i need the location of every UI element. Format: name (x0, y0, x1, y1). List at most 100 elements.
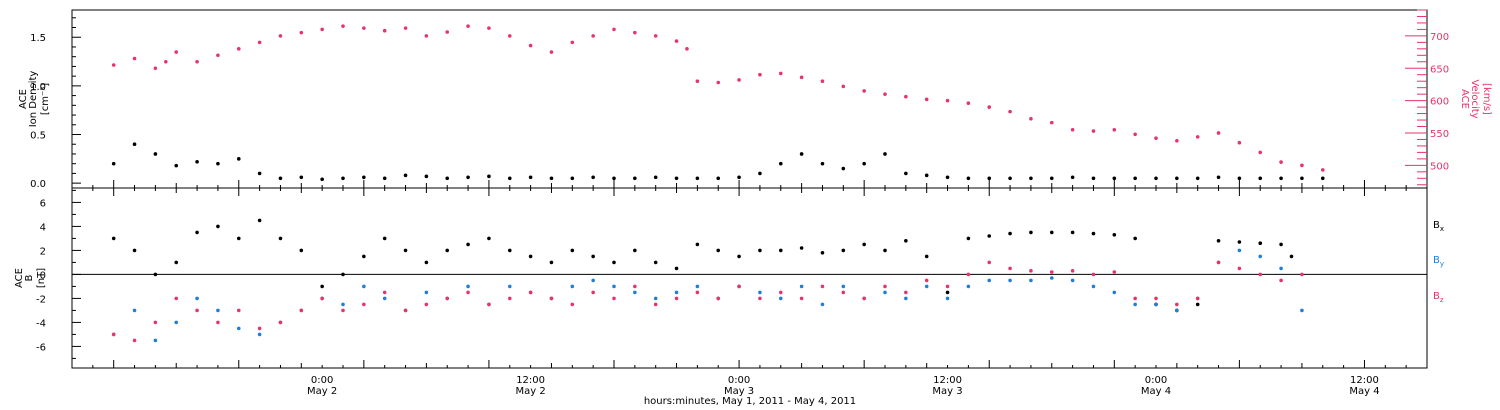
density-point (216, 161, 220, 166)
bx-point (612, 260, 616, 265)
bz-point (820, 284, 825, 289)
by-point (362, 284, 366, 289)
density-point (174, 163, 179, 168)
top-left-axis: 0.0 0.5 1.0 1.5 (30, 17, 81, 190)
density-point (1029, 176, 1033, 181)
bottom-ylabel-line1: ACE (14, 268, 25, 288)
y-tick-label: -2 (36, 294, 46, 305)
velocity-point (362, 26, 366, 30)
velocity-point (612, 27, 616, 32)
bottom-ylabel-line2: B (24, 274, 35, 281)
density-point (111, 161, 116, 166)
by-point (1029, 278, 1033, 283)
bz-point (1195, 296, 1200, 301)
velocity-point (987, 105, 992, 109)
density-point (466, 175, 470, 180)
density-point (612, 176, 616, 181)
bx-point (1258, 241, 1263, 245)
bx-point (862, 242, 866, 247)
y2-tick-label: 550 (1430, 129, 1449, 140)
y2-tick-label: 650 (1430, 64, 1449, 75)
bz-point (1216, 260, 1221, 265)
by-point (174, 320, 179, 325)
bz-point (549, 296, 554, 301)
bottom-left-axis: -6 -4 -2 0 2 4 6 (36, 189, 81, 359)
bottom-ylabel-unit: [nT] (36, 268, 47, 288)
bx-point (674, 266, 679, 271)
by-point (1091, 284, 1096, 289)
density-point (862, 161, 866, 166)
density-point (507, 176, 512, 181)
bz-point (487, 302, 491, 307)
by-point (1133, 302, 1137, 307)
by-point (945, 296, 950, 301)
by-point (758, 290, 762, 295)
velocity-point (236, 47, 241, 51)
velocity-point (841, 84, 846, 89)
y-tick-label: 4 (40, 222, 46, 233)
bz-point (236, 308, 241, 313)
bx-point (362, 254, 366, 259)
by-point (966, 284, 971, 289)
velocity-point (424, 34, 429, 38)
density-point (320, 177, 324, 182)
by-point (1154, 302, 1158, 307)
density-point (1258, 176, 1263, 181)
bx-point (236, 236, 241, 241)
velocity-point (674, 39, 679, 43)
y-tick-label: 0 (40, 270, 46, 281)
velocity-point (466, 24, 470, 28)
velocity-point (382, 28, 387, 33)
bottom-panel: -6 -4 -2 0 2 4 6 ACE B [nT] Bx By Bz (14, 187, 1444, 369)
top-y2label-line1: ACE (1459, 89, 1470, 109)
bx-point (403, 248, 408, 253)
density-point (1133, 176, 1137, 181)
x-tick-label-time: 12:00 (933, 375, 962, 386)
density-point (1216, 175, 1221, 180)
bx-point (320, 284, 324, 289)
bz-point (1029, 269, 1033, 273)
y-tick-label: 0.5 (30, 131, 46, 142)
velocity-point (1258, 150, 1263, 155)
by-point (612, 284, 616, 289)
density-point (1008, 176, 1012, 181)
density-point (841, 166, 846, 171)
bz-point (987, 260, 992, 265)
bx-point (945, 290, 950, 295)
bx-point (132, 248, 137, 253)
by-point (1049, 276, 1054, 280)
bz-point (966, 272, 971, 277)
bx-point (841, 248, 846, 253)
velocity-point (164, 59, 168, 64)
top-y2label-unit: [km/s] (1481, 83, 1492, 115)
bx-point (174, 260, 179, 265)
density-point (1091, 176, 1096, 181)
density-point (758, 171, 762, 176)
by-point (507, 284, 512, 289)
density-point (883, 152, 887, 156)
density-point (799, 152, 804, 156)
x-tick-label-date: May 4 (1141, 386, 1171, 397)
velocity-point (966, 101, 971, 106)
bz-point (1279, 278, 1283, 283)
top-panel: 0.0 0.5 1.0 1.5 500 550 600 650 700 ACE Ion Den… (18, 9, 1492, 190)
bz-point (195, 308, 199, 313)
velocity-point (341, 24, 345, 28)
x-tick-label-time: 0:00 (1145, 375, 1167, 386)
velocity-point (778, 71, 783, 76)
bx-point (445, 248, 450, 253)
velocity-point (1300, 163, 1304, 168)
legend-bx: Bx (1433, 220, 1444, 233)
bx-point (924, 254, 929, 259)
bz-point (945, 284, 950, 289)
x-tick-label-date: May 2 (307, 386, 337, 397)
bx-point (382, 236, 387, 241)
bz-point (1133, 296, 1137, 301)
bx-point (1049, 230, 1054, 235)
bz-point (716, 296, 721, 301)
bz-point (403, 308, 408, 313)
bx-point (153, 272, 158, 277)
velocity-point (633, 30, 637, 35)
bx-point (778, 248, 783, 253)
